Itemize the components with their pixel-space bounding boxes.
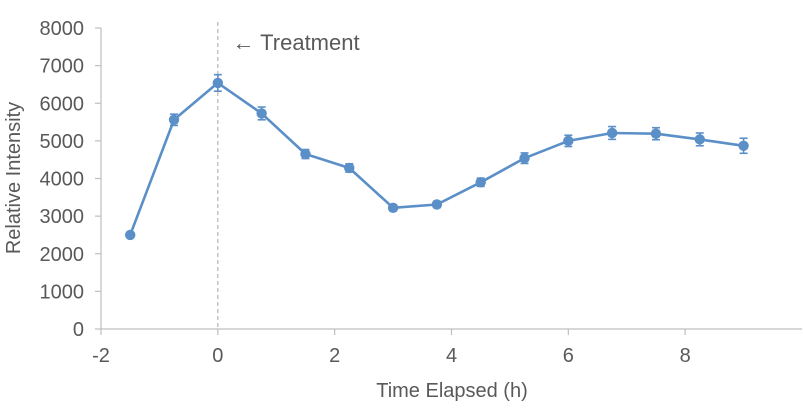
data-point: [300, 148, 311, 160]
y-tick-label: 0: [73, 319, 84, 341]
data-point: [431, 199, 443, 210]
y-tick-label: 8000: [40, 18, 85, 40]
data-point: [212, 77, 224, 89]
annotations: ← Treatment: [217, 22, 360, 329]
y-tick-label: 2000: [40, 244, 85, 266]
y-tick-label: 4000: [40, 169, 85, 191]
data-point: [563, 135, 574, 147]
x-tick-label: 8: [680, 345, 691, 367]
x-tick-label: 0: [212, 345, 223, 367]
data-point: [256, 108, 267, 119]
data-series: [125, 73, 749, 241]
x-tick-label: -2: [92, 345, 110, 367]
x-tick-label: 6: [563, 345, 574, 367]
x-tick-label: 2: [329, 345, 340, 367]
y-axis-title: Relative Intensity: [3, 102, 25, 254]
series-line: [128, 81, 744, 236]
y-tick-label: 5000: [40, 131, 85, 153]
data-point: [606, 127, 618, 139]
data-point: [475, 177, 486, 188]
data-point: [650, 128, 662, 139]
data-point: [168, 114, 180, 126]
data-point: [738, 140, 749, 151]
treatment-annotation: ← Treatment: [232, 30, 359, 55]
y-tick-label: 1000: [40, 281, 85, 303]
axes: 0 1000 2000 3000 4000 5000 6000 7000 8000 -2 0 2 4 6 8: [40, 18, 802, 367]
data-point: [125, 229, 136, 241]
data-point: [344, 162, 355, 174]
data-point: [519, 152, 530, 164]
x-tick-label: 4: [446, 345, 457, 367]
data-point: [694, 134, 705, 145]
y-tick-label: 7000: [40, 56, 85, 78]
y-tick-label: 6000: [40, 93, 85, 115]
data-point: [387, 202, 399, 214]
x-axis-title: Time Elapsed (h): [376, 380, 528, 402]
y-tick-label: 3000: [40, 206, 85, 228]
